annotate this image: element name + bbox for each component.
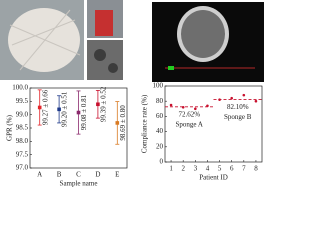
point bbox=[57, 107, 61, 112]
x-tick-label: 2 bbox=[181, 165, 185, 173]
y-tick-label: 99.0 bbox=[16, 110, 29, 118]
x-tick-label: E bbox=[115, 171, 119, 179]
x-tick-label: A bbox=[37, 171, 42, 179]
x-tick-label: 1 bbox=[169, 165, 173, 173]
pore bbox=[108, 63, 118, 73]
x-tick-label: C bbox=[76, 171, 81, 179]
y-tick-label: 20 bbox=[156, 142, 164, 150]
point bbox=[206, 104, 209, 108]
photo-red bbox=[95, 10, 113, 36]
y-tick-label: 99.5 bbox=[16, 97, 29, 105]
x-tick-label: B bbox=[57, 171, 62, 179]
ct-marker bbox=[168, 66, 174, 70]
point bbox=[194, 107, 197, 111]
value-label: 99.20 ± 0.51 bbox=[61, 91, 69, 127]
point bbox=[96, 102, 100, 107]
x-tick-label: 4 bbox=[206, 165, 210, 173]
point bbox=[169, 103, 173, 107]
mean-label: 82.10% bbox=[227, 103, 249, 111]
x-axis-title: Sample name bbox=[60, 180, 98, 188]
y-tick-label: 97.0 bbox=[16, 164, 29, 172]
y-tick-label: 98.0 bbox=[16, 137, 29, 145]
x-tick-label: 6 bbox=[230, 165, 234, 173]
value-label: 99.08 ± 0.81 bbox=[80, 94, 88, 130]
x-tick-label: D bbox=[95, 171, 100, 179]
x-axis-title: Patient ID bbox=[199, 174, 228, 182]
y-tick-label: 0 bbox=[160, 158, 164, 166]
value-label: 99.27 ± 0.66 bbox=[41, 89, 49, 125]
y-tick-label: 80 bbox=[156, 97, 164, 105]
value-label: 98.69 ± 0.80 bbox=[119, 105, 127, 141]
figure: 97.0 97.5 98.0 98.5 99.0 99.5 100.0 GPR (%) Samp… bbox=[0, 0, 264, 188]
point bbox=[37, 105, 42, 110]
mesh bbox=[9, 9, 81, 71]
pore bbox=[94, 49, 106, 61]
point bbox=[218, 98, 221, 101]
x-tick-label: 8 bbox=[254, 165, 258, 173]
x-tick-label: 7 bbox=[242, 165, 246, 173]
group-label: Sponge B bbox=[224, 113, 252, 121]
photo-sem bbox=[87, 40, 123, 80]
point bbox=[115, 121, 120, 125]
value-label: 99.39 ± 0.52 bbox=[100, 86, 108, 122]
plot-frame bbox=[164, 85, 263, 163]
point bbox=[76, 110, 81, 115]
point bbox=[181, 105, 185, 109]
y-tick-label: 98.5 bbox=[16, 124, 29, 132]
x-tick-label: 3 bbox=[194, 165, 198, 173]
y-axis-title: Compliance rate (%) bbox=[141, 94, 149, 153]
ct-brain bbox=[181, 10, 225, 58]
y-tick-label: 100.0 bbox=[12, 84, 28, 92]
point bbox=[242, 93, 246, 97]
y-tick-label: 40 bbox=[156, 127, 164, 135]
mean-label: 72.62% bbox=[178, 110, 200, 118]
y-tick-label: 60 bbox=[156, 112, 164, 120]
group-label: Sponge A bbox=[176, 120, 203, 128]
x-tick-label: 5 bbox=[218, 165, 222, 173]
y-tick-label: 100 bbox=[153, 82, 164, 90]
y-axis-title: GPR (%) bbox=[6, 114, 14, 141]
point bbox=[230, 96, 233, 100]
y-tick-label: 97.5 bbox=[16, 150, 29, 158]
point bbox=[254, 99, 258, 103]
